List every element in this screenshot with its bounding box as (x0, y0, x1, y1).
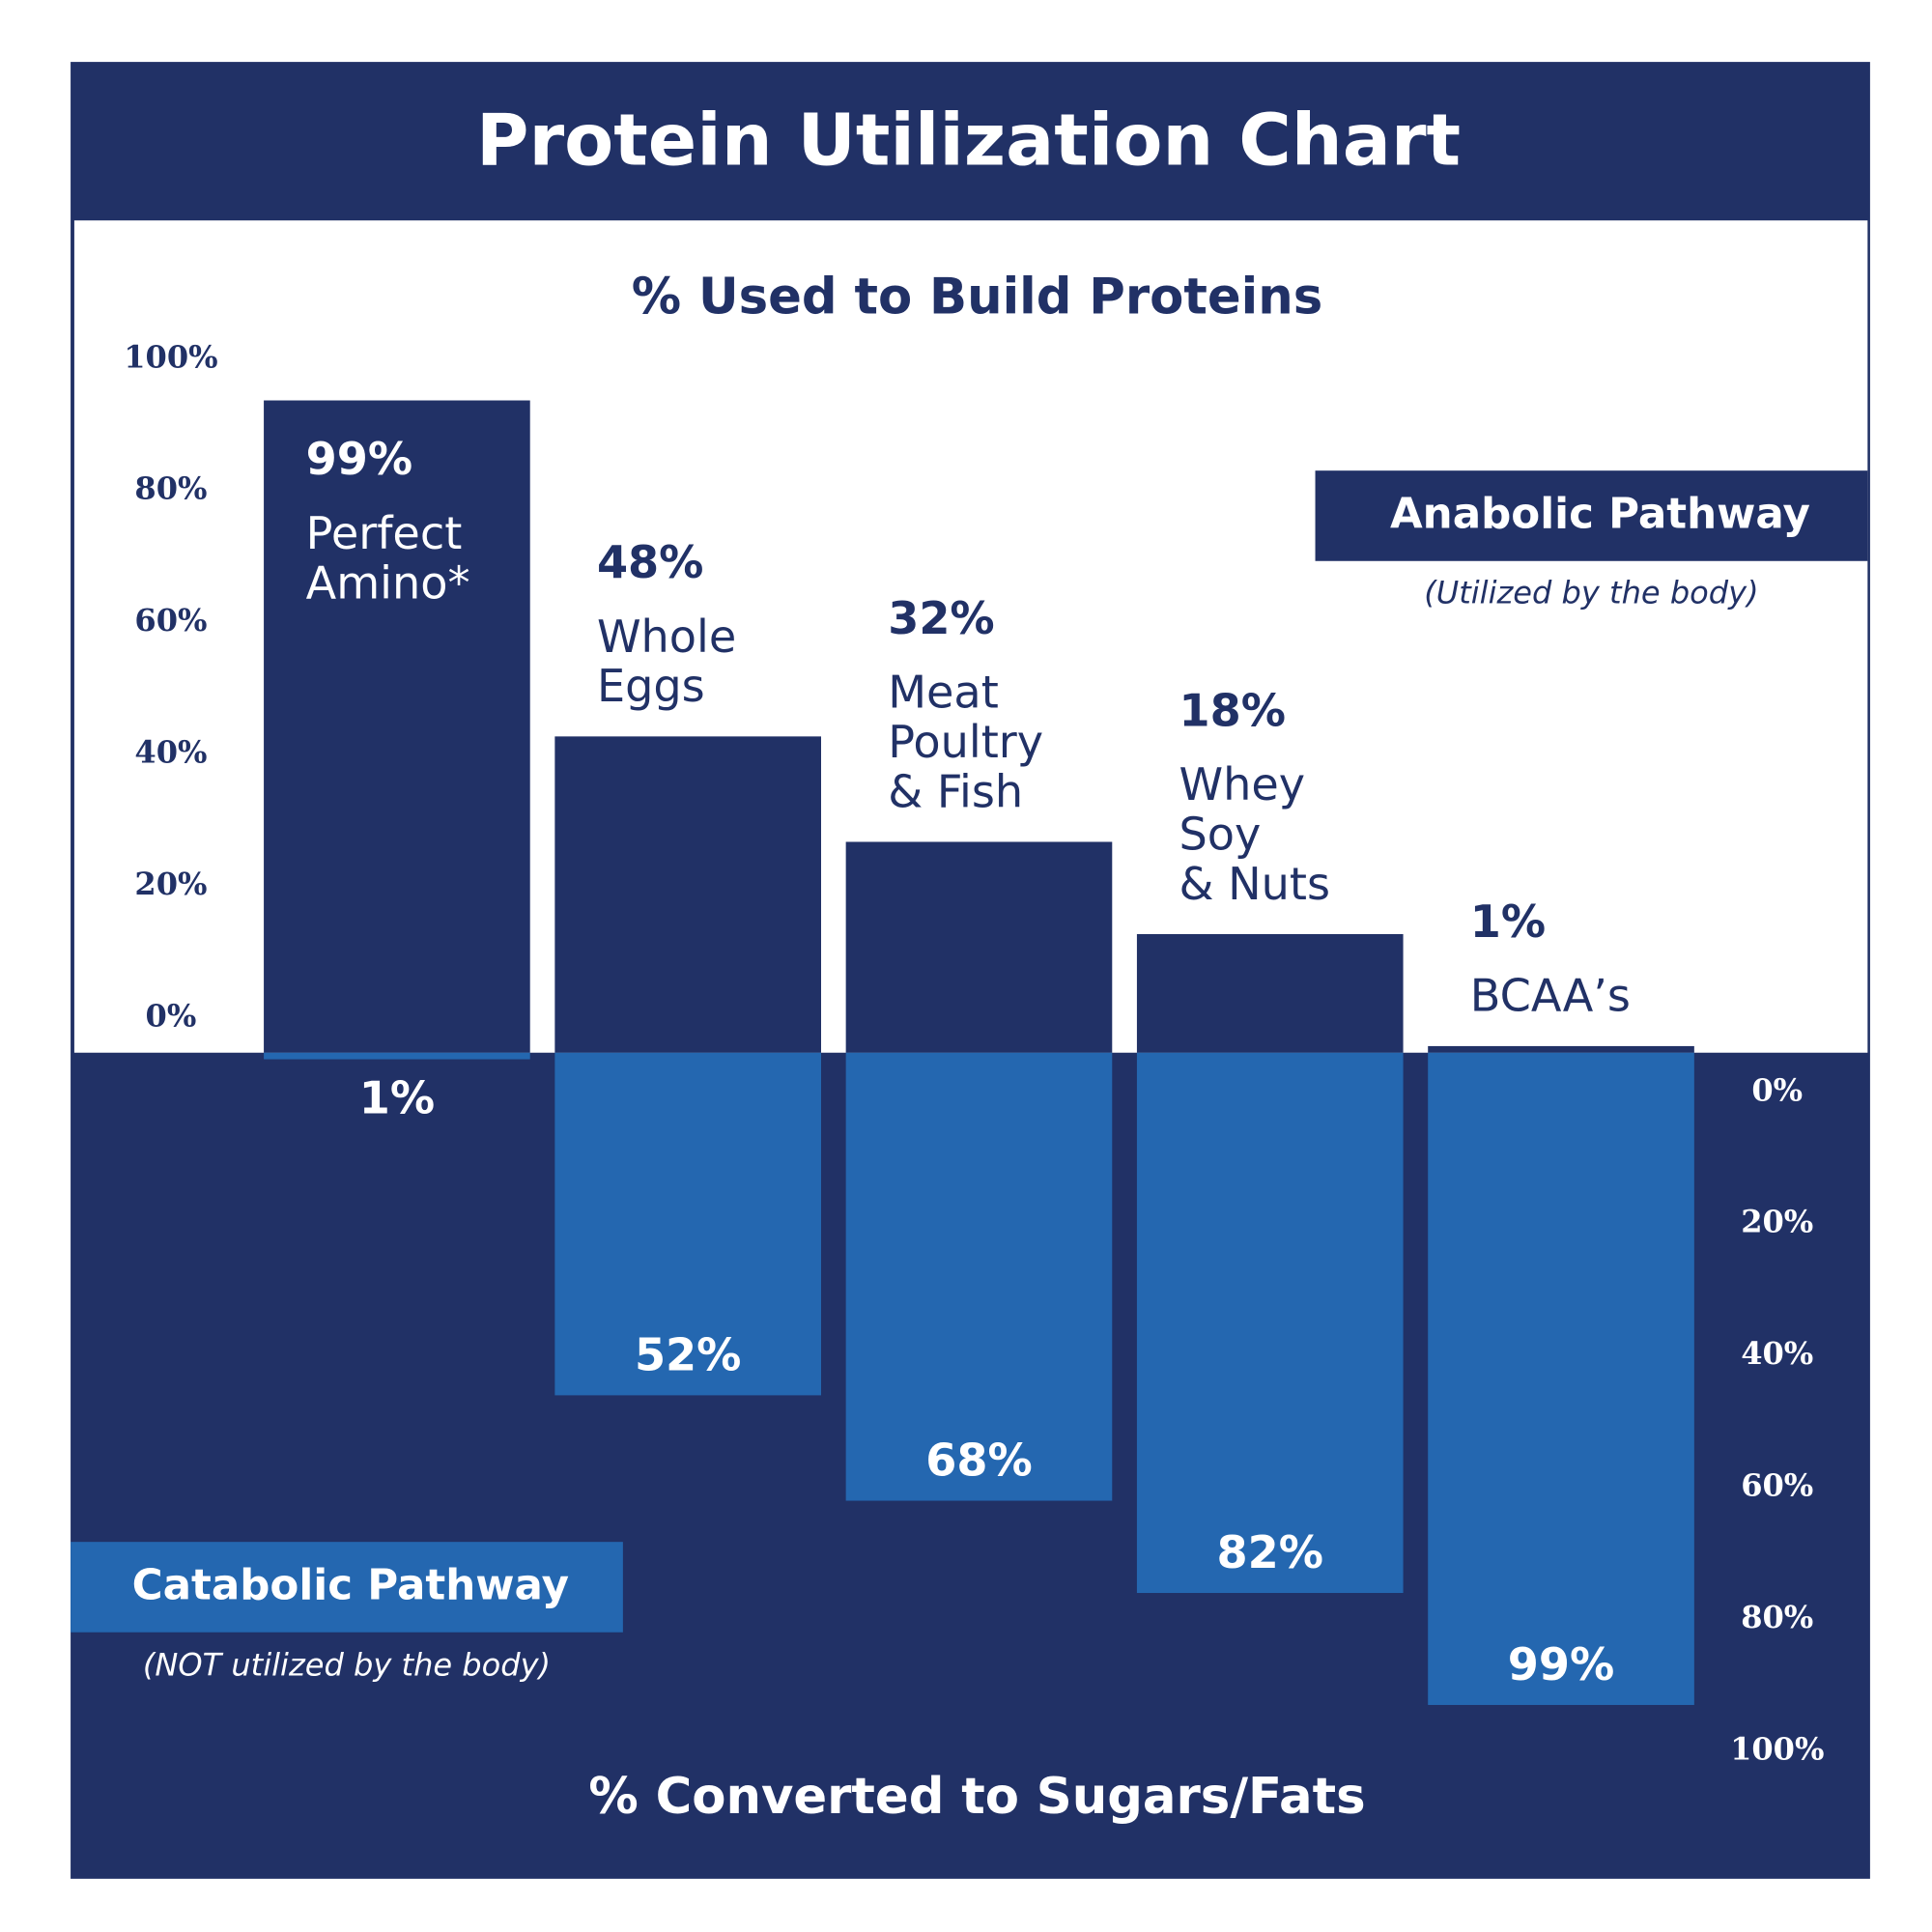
value-label: 1% (1470, 895, 1546, 948)
category-label: BCAA’s (1470, 970, 1631, 1022)
bar (1428, 1052, 1694, 1705)
legend-note: (Utilized by the body) (1424, 574, 1758, 611)
y2-tick-label: 80% (1741, 1599, 1813, 1635)
value-label: 52% (635, 1328, 741, 1380)
y2-tick-label: 40% (1741, 1335, 1813, 1372)
value-label: 82% (1217, 1526, 1323, 1578)
category-label: & Nuts (1179, 858, 1331, 910)
category-label: & Fish (888, 765, 1023, 817)
category-label: Whey (1179, 758, 1306, 810)
y2-axis-label: % Converted to Sugars/Fats (588, 1768, 1365, 1826)
y-tick-label: 60% (134, 602, 207, 639)
value-label: 48% (597, 536, 703, 588)
category-label: Amino* (306, 556, 470, 609)
category-label: Meat (888, 667, 999, 719)
y2-tick-label: 60% (1741, 1466, 1813, 1503)
y-tick-label: 0% (146, 997, 197, 1034)
value-label: 18% (1179, 684, 1286, 736)
value-label: 32% (888, 592, 994, 644)
bar (554, 1052, 821, 1396)
bar (264, 400, 530, 1053)
bar (845, 841, 1113, 1053)
category-label: Perfect (306, 507, 463, 559)
category-label: Eggs (597, 660, 705, 712)
legend-box (71, 1542, 623, 1633)
y-tick-label: 40% (134, 734, 207, 771)
y2-tick-label: 100% (1730, 1730, 1824, 1767)
y-axis-label: % Used to Build Proteins (632, 268, 1322, 326)
legend-label: Catabolic Pathway (132, 1562, 569, 1610)
category-label: Whole (597, 611, 736, 663)
y2-tick-label: 0% (1751, 1071, 1803, 1108)
legend-box (1315, 470, 1868, 561)
y-tick-label: 100% (124, 338, 217, 375)
category-label: Soy (1179, 808, 1262, 860)
y-tick-label: 80% (134, 470, 207, 507)
bar (1428, 1045, 1694, 1053)
y2-tick-label: 20% (1741, 1204, 1813, 1240)
bar (845, 1052, 1113, 1501)
value-label: 99% (306, 433, 412, 485)
bar (554, 736, 821, 1053)
legend-note: (NOT utilized by the body) (143, 1647, 551, 1684)
value-label: 68% (925, 1435, 1032, 1487)
chart-title: Protein Utilization Chart (476, 99, 1461, 183)
category-label: Poultry (888, 716, 1043, 768)
bar (1136, 1052, 1404, 1594)
value-label: 1% (359, 1072, 435, 1124)
bar (1136, 933, 1404, 1053)
bar (264, 1052, 530, 1060)
y-tick-label: 20% (134, 866, 207, 902)
legend-label: Anabolic Pathway (1390, 491, 1810, 539)
value-label: 99% (1508, 1638, 1614, 1690)
